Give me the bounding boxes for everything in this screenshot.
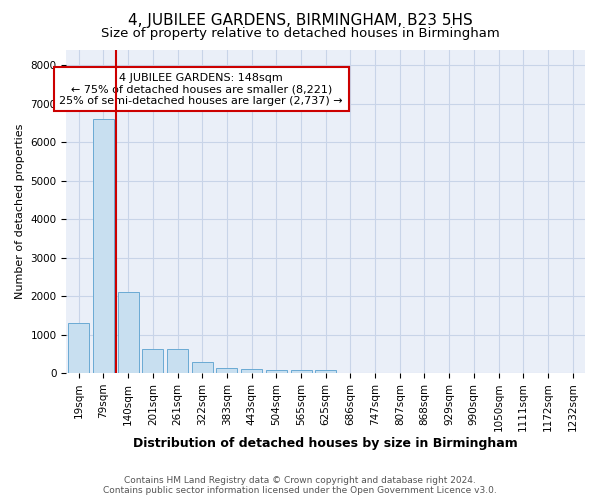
Bar [167, 349, 188, 373]
Text: Contains HM Land Registry data © Crown copyright and database right 2024.
Contai: Contains HM Land Registry data © Crown c… [103, 476, 497, 495]
Bar [93, 119, 114, 373]
Bar [290, 370, 311, 373]
Bar [266, 370, 287, 373]
Bar [68, 323, 89, 373]
Bar [217, 368, 238, 373]
X-axis label: Distribution of detached houses by size in Birmingham: Distribution of detached houses by size … [133, 437, 518, 450]
Text: 4, JUBILEE GARDENS, BIRMINGHAM, B23 5HS: 4, JUBILEE GARDENS, BIRMINGHAM, B23 5HS [128, 12, 472, 28]
Y-axis label: Number of detached properties: Number of detached properties [15, 124, 25, 299]
Bar [315, 370, 336, 373]
Bar [142, 349, 163, 373]
Text: 4 JUBILEE GARDENS: 148sqm
← 75% of detached houses are smaller (8,221)
25% of se: 4 JUBILEE GARDENS: 148sqm ← 75% of detac… [59, 72, 343, 106]
Bar [241, 370, 262, 373]
Bar [118, 292, 139, 373]
Text: Size of property relative to detached houses in Birmingham: Size of property relative to detached ho… [101, 28, 499, 40]
Bar [192, 362, 213, 373]
